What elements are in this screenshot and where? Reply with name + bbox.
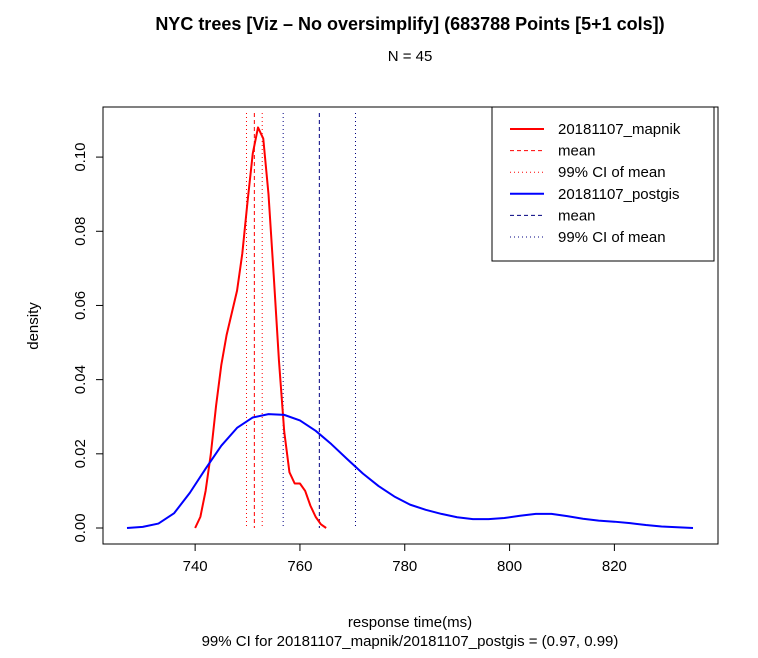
y-tick-label: 0.08 bbox=[72, 217, 89, 246]
x-tick-label: 820 bbox=[602, 558, 627, 575]
y-tick-label: 0.10 bbox=[72, 142, 89, 171]
y-axis: 0.00 0.02 0.04 0.06 0.08 0.10 bbox=[72, 142, 104, 543]
mean-ci-lines bbox=[245, 113, 356, 528]
chart-title: NYC trees [Viz – No oversimplify] (68378… bbox=[155, 14, 664, 34]
y-tick-label: 0.02 bbox=[72, 439, 89, 468]
x-tick-label: 800 bbox=[497, 558, 522, 575]
x-axis-label: response time(ms) bbox=[348, 614, 472, 631]
legend-label: mean bbox=[558, 143, 596, 160]
legend-label: 99% CI of mean bbox=[558, 229, 666, 246]
legend-label: 20181107_mapnik bbox=[558, 121, 681, 138]
footnote: 99% CI for 20181107_mapnik/20181107_post… bbox=[202, 633, 619, 650]
x-tick-label: 780 bbox=[392, 558, 417, 575]
x-axis: 740 760 780 800 820 bbox=[183, 543, 627, 575]
legend-box bbox=[491, 106, 715, 262]
chart-subtitle: N = 45 bbox=[388, 48, 433, 65]
y-tick-label: 0.04 bbox=[72, 365, 89, 394]
x-tick-label: 740 bbox=[183, 558, 208, 575]
x-tick-label: 760 bbox=[287, 558, 312, 575]
legend-label: mean bbox=[558, 207, 596, 224]
y-tick-label: 0.06 bbox=[72, 291, 89, 320]
series-line-1 bbox=[126, 413, 694, 529]
y-tick-label: 0.00 bbox=[72, 513, 89, 542]
legend-label: 20181107_postgis bbox=[558, 186, 680, 203]
y-axis-label: density bbox=[25, 302, 42, 350]
density-curves bbox=[126, 126, 694, 529]
legend-label: 99% CI of mean bbox=[558, 164, 666, 181]
series-line-0 bbox=[194, 126, 327, 529]
